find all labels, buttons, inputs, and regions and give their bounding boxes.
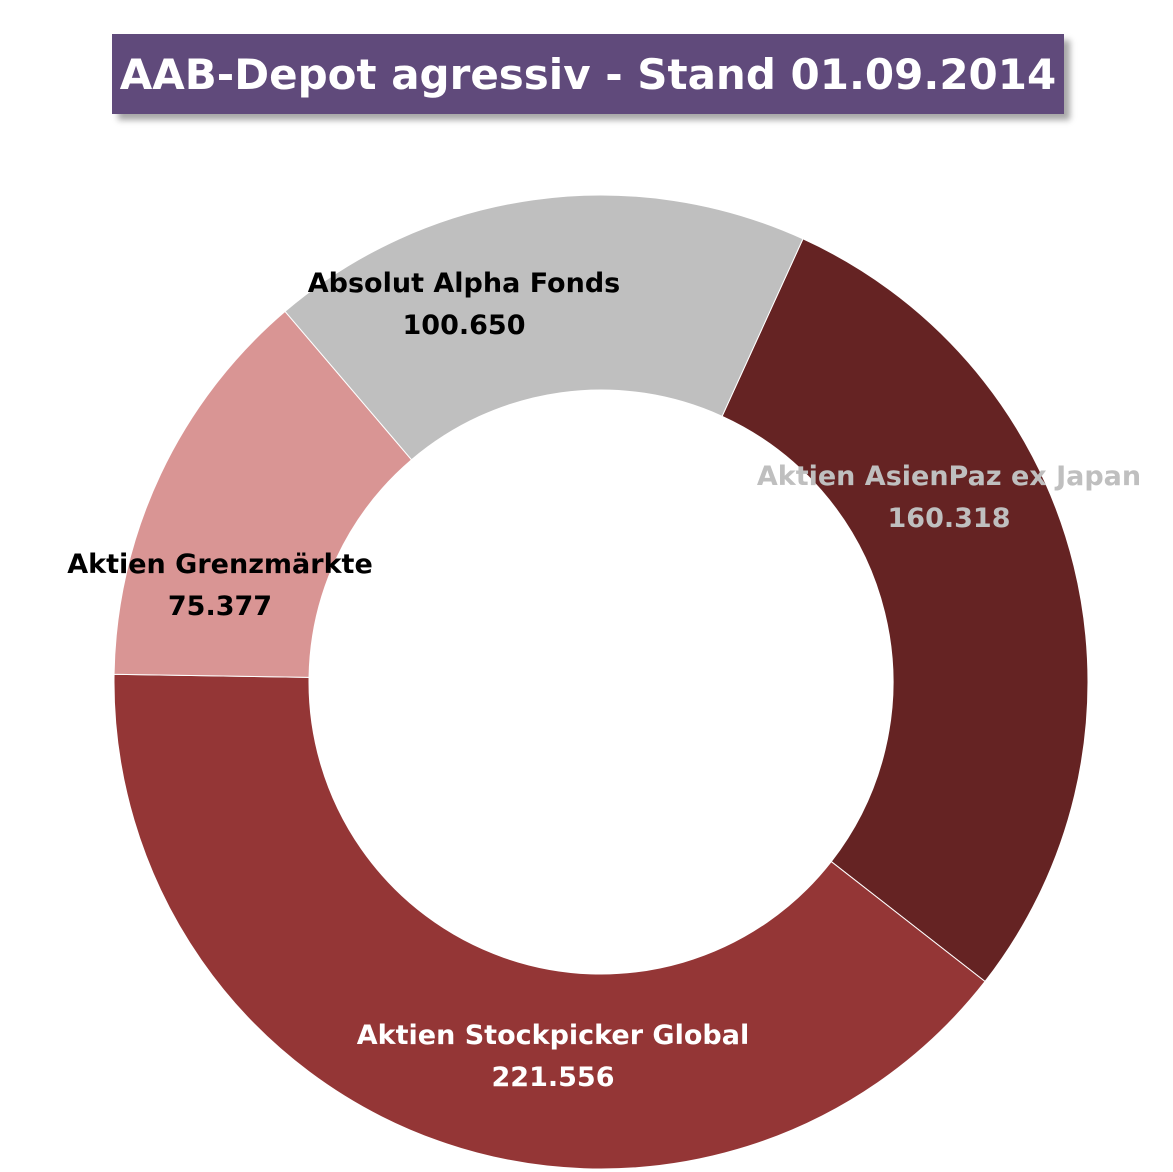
slice-value-3: 75.377 [168,591,272,622]
slice-value-4: 100.650 [403,310,526,341]
donut-slice-1 [721,238,1089,983]
slice-value-1: 160.318 [888,503,1011,534]
chart-title: AAB-Depot agressiv - Stand 01.09.2014 [119,49,1057,99]
title-banner: AAB-Depot agressiv - Stand 01.09.2014 [112,34,1064,114]
slice-label-3: Aktien Grenzmärkte [67,549,373,580]
slice-value-2: 221.556 [492,1062,615,1093]
slice-label-1: Aktien AsienPaz ex Japan [757,461,1141,492]
donut-slices [113,194,1089,1170]
donut-slice-4 [284,194,804,461]
donut-slice-3 [113,310,413,678]
donut-slice-2 [113,673,986,1170]
slice-label-4: Absolut Alpha Fonds [308,268,620,299]
donut-labels: Aktien AsienPaz ex Japan 160.318 Aktien St… [67,268,1141,1093]
slice-label-2: Aktien Stockpicker Global [357,1020,749,1051]
